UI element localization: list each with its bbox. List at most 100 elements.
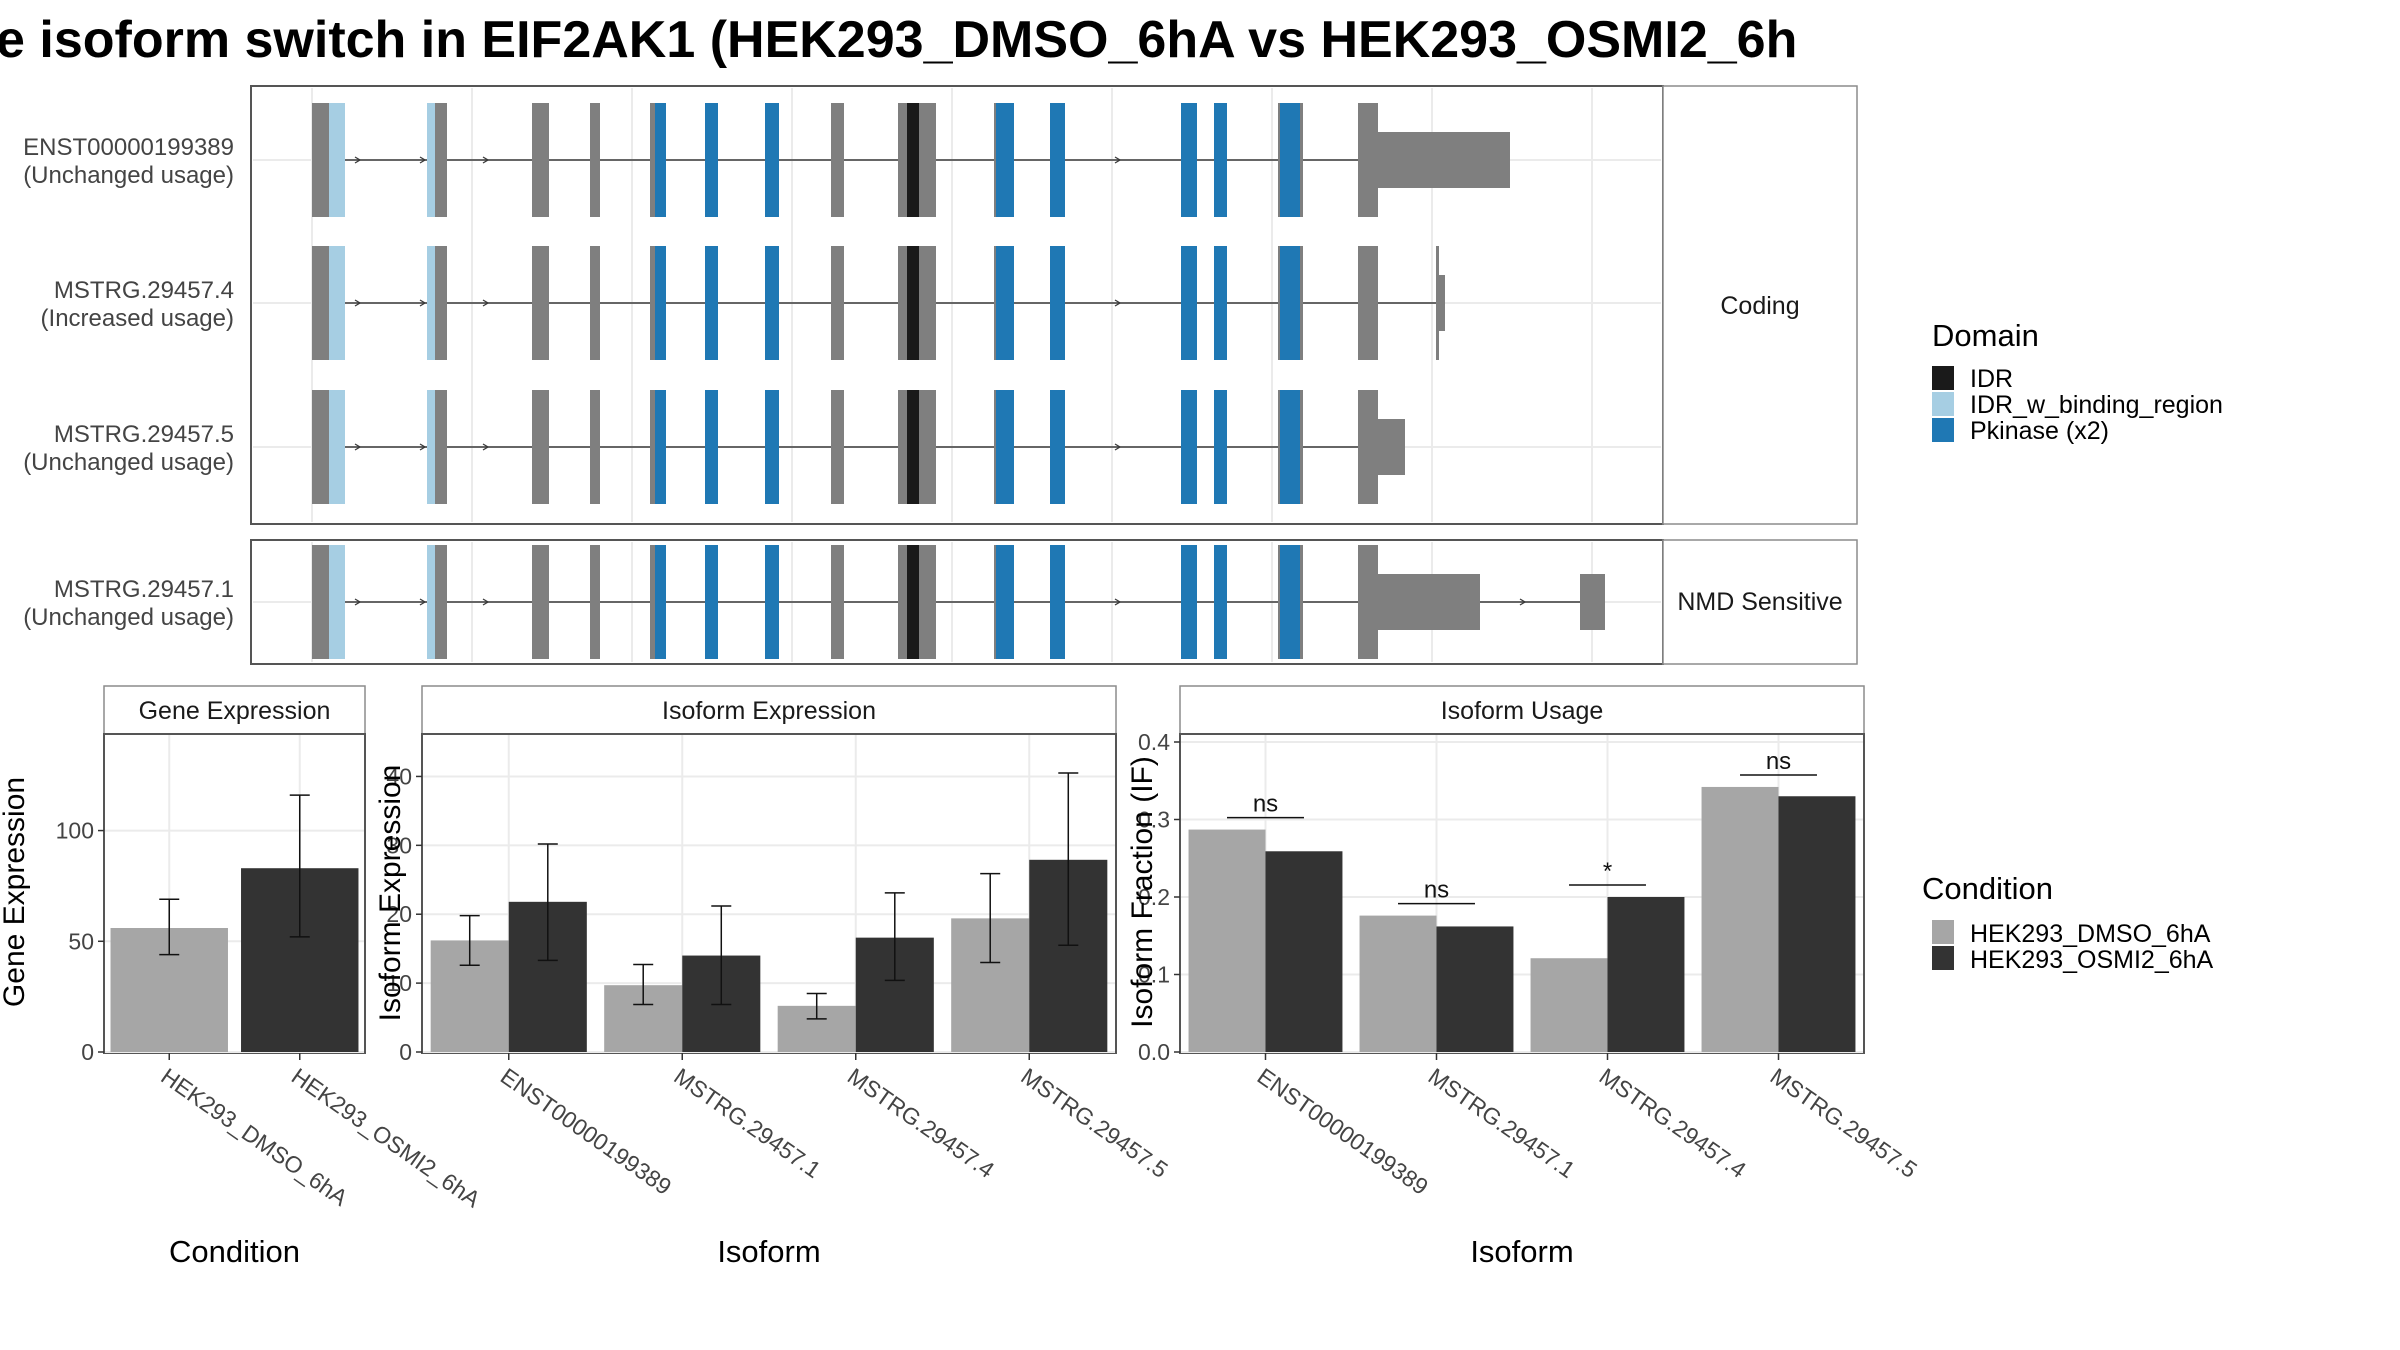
y-tick-label: 0 xyxy=(399,1039,412,1065)
y-tick-label: 20 xyxy=(386,901,412,927)
domain-legend-key-idr xyxy=(1932,366,1954,390)
transcript-row: MSTRG.29457.1(Unchanged usage) xyxy=(23,545,1605,659)
x-tick-label: MSTRG.29457.5 xyxy=(1016,1063,1172,1183)
exon xyxy=(590,390,600,504)
y-tick-label: 10 xyxy=(386,970,412,996)
domain-segment xyxy=(1280,390,1300,504)
x-tick-label: MSTRG.29457.4 xyxy=(1595,1063,1751,1183)
exon xyxy=(831,246,844,360)
strand-arrow xyxy=(419,299,427,307)
strand-arrow xyxy=(1114,156,1122,164)
bar xyxy=(1607,897,1685,1052)
transcript-usage-label: (Unchanged usage) xyxy=(23,604,234,631)
x-tick-label: MSTRG.29457.1 xyxy=(669,1063,825,1183)
condition-legend-key-dmso xyxy=(1932,920,1954,944)
y-tick-label: 0.2 xyxy=(1138,884,1170,910)
x-axis-label: Isoform xyxy=(1470,1234,1573,1269)
exon xyxy=(312,103,332,217)
domain-segment xyxy=(655,545,666,659)
chart-strip-title: Isoform Usage xyxy=(1441,697,1604,725)
significance-label: ns xyxy=(1424,877,1449,904)
domain-segment xyxy=(907,390,919,504)
transcript-id-label: MSTRG.29457.1 xyxy=(54,576,234,603)
chart-3: Isoform Usage 0.0 0.1 0.2 0.3 0.4 ns ENST000001… xyxy=(1126,685,1922,1269)
transcript-id-label: MSTRG.29457.4 xyxy=(54,277,234,304)
domain-segment xyxy=(907,246,919,360)
transcript-structure-panel: ENST00000199389(Unchanged usage)MSTRG.29… xyxy=(23,85,1858,665)
domain-segment xyxy=(427,103,435,217)
exon xyxy=(1436,246,1439,360)
strand-arrow xyxy=(354,443,362,451)
condition-legend-key-osmi2 xyxy=(1932,946,1954,970)
y-tick-label: 0.1 xyxy=(1138,962,1170,988)
domain-segment xyxy=(996,103,1014,217)
domain-segment xyxy=(1181,545,1197,659)
domain-segment xyxy=(329,545,345,659)
condition-legend-label-osmi2: HEK293_OSMI2_6hA xyxy=(1970,946,2214,974)
exon xyxy=(590,246,600,360)
condition-legend: Condition HEK293_DMSO_6hA HEK293_OSMI2_6… xyxy=(1922,871,2214,974)
exon xyxy=(1358,246,1378,360)
y-axis-label: Isoform Fraction (IF) xyxy=(1126,756,1159,1028)
exon xyxy=(831,390,844,504)
y-tick-label: 50 xyxy=(68,928,94,954)
domain-segment xyxy=(705,246,718,360)
strand-arrow xyxy=(1519,598,1527,606)
strand-arrow xyxy=(482,443,490,451)
coding-strip-label: Coding xyxy=(1720,292,1799,320)
strand-arrow xyxy=(354,156,362,164)
domain-legend-title: Domain xyxy=(1932,318,2039,353)
chart-strip-title: Gene Expression xyxy=(139,697,331,725)
exon xyxy=(532,246,549,360)
strand-arrow xyxy=(354,299,362,307)
x-axis-label: Isoform xyxy=(717,1234,820,1269)
exon xyxy=(312,246,332,360)
domain-segment xyxy=(996,246,1014,360)
y-tick-label: 0.4 xyxy=(1138,729,1170,755)
domain-segment xyxy=(705,390,718,504)
strand-arrow xyxy=(482,299,490,307)
domain-segment xyxy=(996,545,1014,659)
bar xyxy=(1359,915,1437,1052)
transcript-usage-label: (Unchanged usage) xyxy=(23,449,234,476)
strand-arrow xyxy=(482,598,490,606)
domain-segment xyxy=(1181,246,1197,360)
domain-segment xyxy=(1050,390,1065,504)
transcript-id-label: MSTRG.29457.5 xyxy=(54,421,234,448)
domain-segment xyxy=(427,246,435,360)
domain-segment xyxy=(1050,246,1065,360)
domain-segment xyxy=(1280,545,1300,659)
strand-arrow xyxy=(354,598,362,606)
domain-legend-label-idr: IDR xyxy=(1970,365,2013,393)
y-tick-label: 0.0 xyxy=(1138,1039,1170,1065)
exon xyxy=(532,545,549,659)
x-tick-label: ENST00000199389 xyxy=(496,1063,676,1200)
condition-legend-title: Condition xyxy=(1922,871,2053,906)
domain-segment xyxy=(1050,103,1065,217)
domain-segment xyxy=(996,390,1014,504)
chart-strip xyxy=(421,685,1117,735)
transcript-usage-label: (Increased usage) xyxy=(41,305,234,332)
domain-segment xyxy=(705,103,718,217)
x-tick-label: MSTRG.29457.5 xyxy=(1766,1063,1922,1183)
domain-segment xyxy=(1214,246,1227,360)
bar xyxy=(1436,926,1514,1052)
exon xyxy=(831,545,844,659)
strand-arrow xyxy=(419,443,427,451)
utr-block xyxy=(1378,419,1405,475)
domain-segment xyxy=(1181,390,1197,504)
coding-strip: Coding xyxy=(1662,85,1858,525)
domain-legend: Domain IDR IDR_w_binding_region Pkinase … xyxy=(1932,318,2223,445)
transcript-id-label: ENST00000199389 xyxy=(23,134,234,161)
nmd-strip-label: NMD Sensitive xyxy=(1677,588,1842,616)
exon xyxy=(312,390,332,504)
chart-strip xyxy=(103,685,366,735)
exon xyxy=(1358,545,1378,659)
y-tick-label: 30 xyxy=(386,832,412,858)
transcript-usage-label: (Unchanged usage) xyxy=(23,162,234,189)
x-axis-label: Condition xyxy=(169,1234,300,1269)
domain-segment xyxy=(765,390,779,504)
domain-segment xyxy=(427,390,435,504)
strand-arrow xyxy=(482,156,490,164)
